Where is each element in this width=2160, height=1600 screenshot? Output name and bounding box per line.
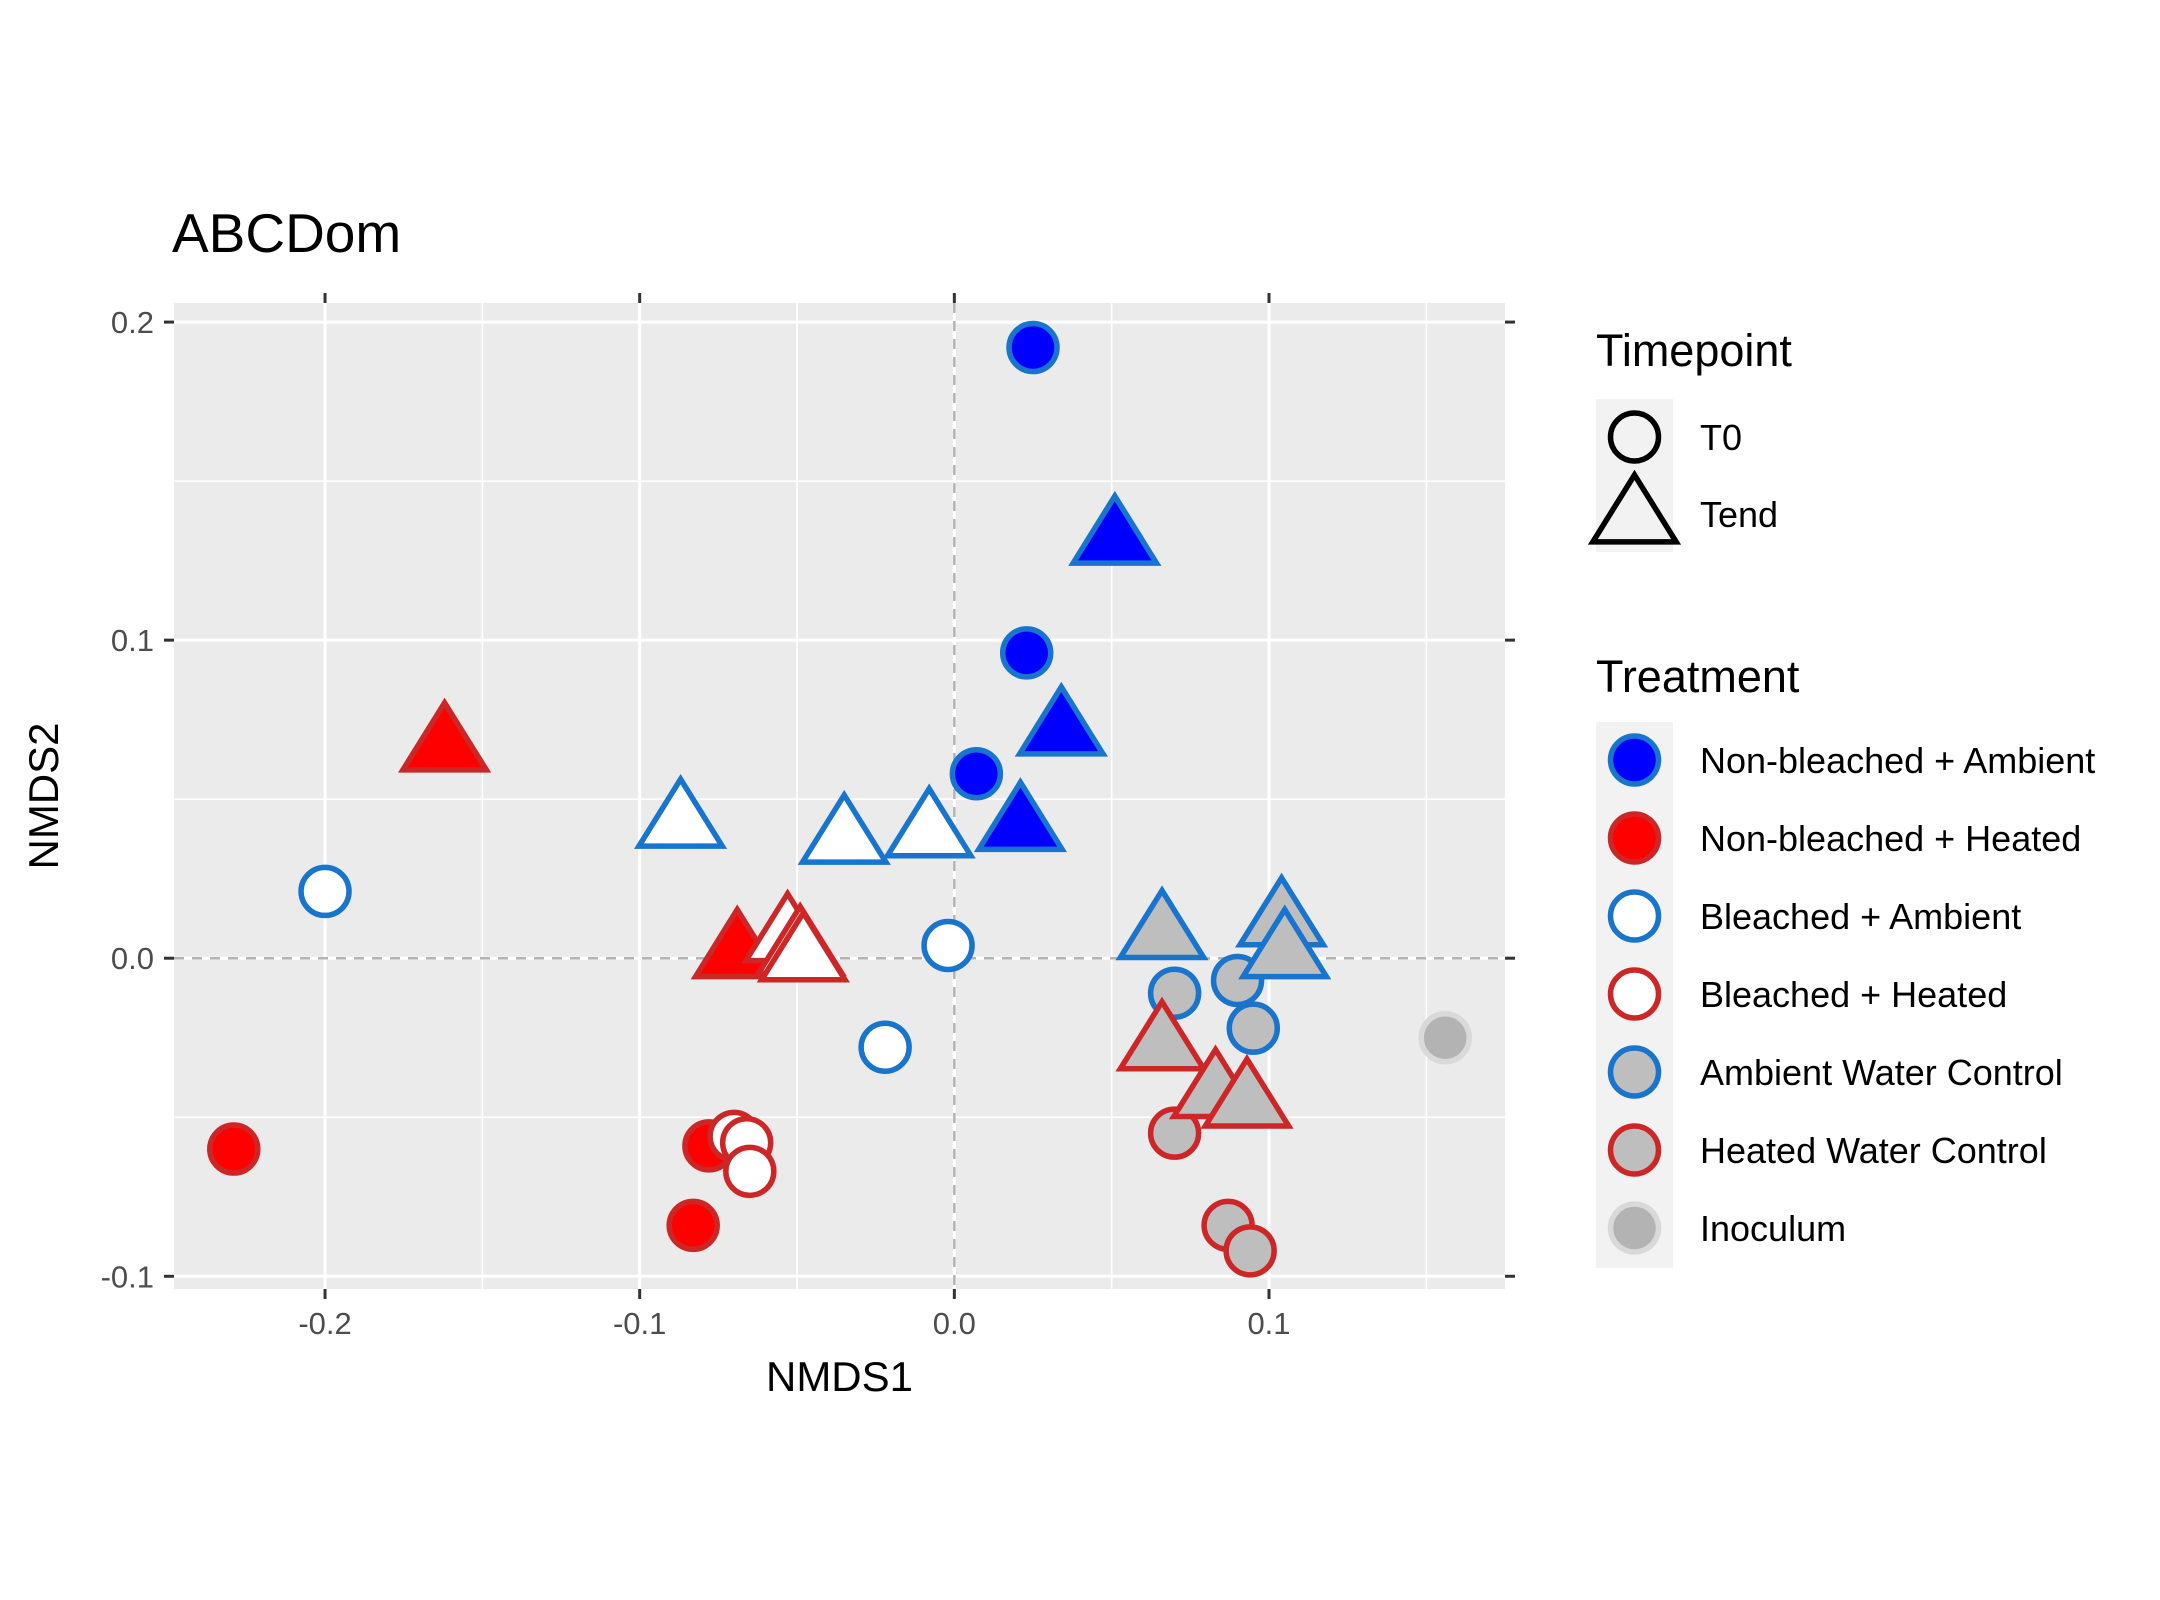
data-points [207,320,1472,1278]
zero-reference-lines [174,303,1505,1289]
legend-key-triangle [1587,469,1682,545]
legend-treatment-label: Inoculum [1700,1208,1846,1249]
legend-treatment-title: Treatment [1596,651,1800,702]
legend-key-nba [1607,733,1662,787]
x-axis-label: NMDS1 [766,1353,913,1400]
point-hwc-t0 [1147,1106,1202,1160]
point-ino-t0 [1418,1010,1472,1065]
point-nbh-tend [397,697,492,773]
point-nba-t0 [999,626,1054,680]
point-nba-tend [1014,681,1108,757]
point-ba-t0 [858,1020,912,1075]
point-awc-t0 [1226,1001,1281,1055]
legend-key-hwc [1607,1123,1662,1177]
legend-treatment-label: Ambient Water Control [1700,1052,2063,1093]
x-tick-label: -0.1 [613,1306,666,1341]
point-bh-tend [756,907,850,983]
point-ba-t0 [921,918,975,973]
legend-timepoint-label: T0 [1700,417,1742,458]
plot-panel [174,303,1505,1289]
legend-key-circle [1607,410,1662,464]
legend-key-nbh [1607,811,1662,865]
point-ba-tend [797,789,891,865]
legend-key-ino [1607,1201,1662,1255]
point-ba-tend [882,783,976,859]
point-nba-t0 [949,746,1004,801]
legend-treatment-label: Bleached + Ambient [1700,896,2021,937]
y-tick-label: 0.1 [111,623,154,658]
point-awc-tend [1115,885,1209,961]
y-axis-label: NMDS2 [20,722,67,869]
point-hwc-tend [1115,996,1209,1072]
legend-key-ba [1607,889,1662,943]
x-tick-label: 0.1 [1247,1306,1290,1341]
point-bh-t0 [723,1144,777,1199]
legend-timepoint-title: Timepoint [1596,325,1792,376]
legend-key-awc [1607,1045,1662,1099]
legend-treatment-label: Heated Water Control [1700,1130,2047,1171]
point-nbh-t0 [207,1122,261,1176]
point-nba-t0 [1006,320,1060,375]
point-ba-t0 [298,864,352,919]
legend-treatment: Treatment Non-bleached + Ambient Non-blea… [1596,651,2095,1268]
point-hwc-t0 [1223,1224,1277,1278]
point-nba-tend [973,777,1068,853]
legend-key-bh [1607,967,1662,1021]
point-hwc-tend [1200,1053,1294,1129]
y-tick-label: 0.2 [111,305,154,340]
y-tick-label: 0.0 [111,941,154,976]
chart-title: ABCDom [172,202,401,264]
x-tick-label: 0.0 [933,1306,976,1341]
point-awc-tend [1238,904,1332,980]
y-tick-label: -0.1 [101,1259,154,1294]
point-nbh-t0 [666,1198,720,1253]
point-ba-tend [633,773,728,849]
legend-timepoint-label: Tend [1700,494,1778,535]
axis-ticks [164,293,1515,1299]
axis-tick-labels: -0.2 -0.1 0.0 0.1 -0.1 0.0 0.1 0.2 [101,305,1291,1341]
legend-treatment-label: Bleached + Heated [1700,974,2007,1015]
x-tick-label: -0.2 [298,1306,351,1341]
legend-treatment-label: Non-bleached + Ambient [1700,740,2095,781]
legend-timepoint: Timepoint T0 Tend [1587,325,1792,552]
point-nba-tend [1068,490,1162,566]
legend-treatment-label: Non-bleached + Heated [1700,818,2081,859]
